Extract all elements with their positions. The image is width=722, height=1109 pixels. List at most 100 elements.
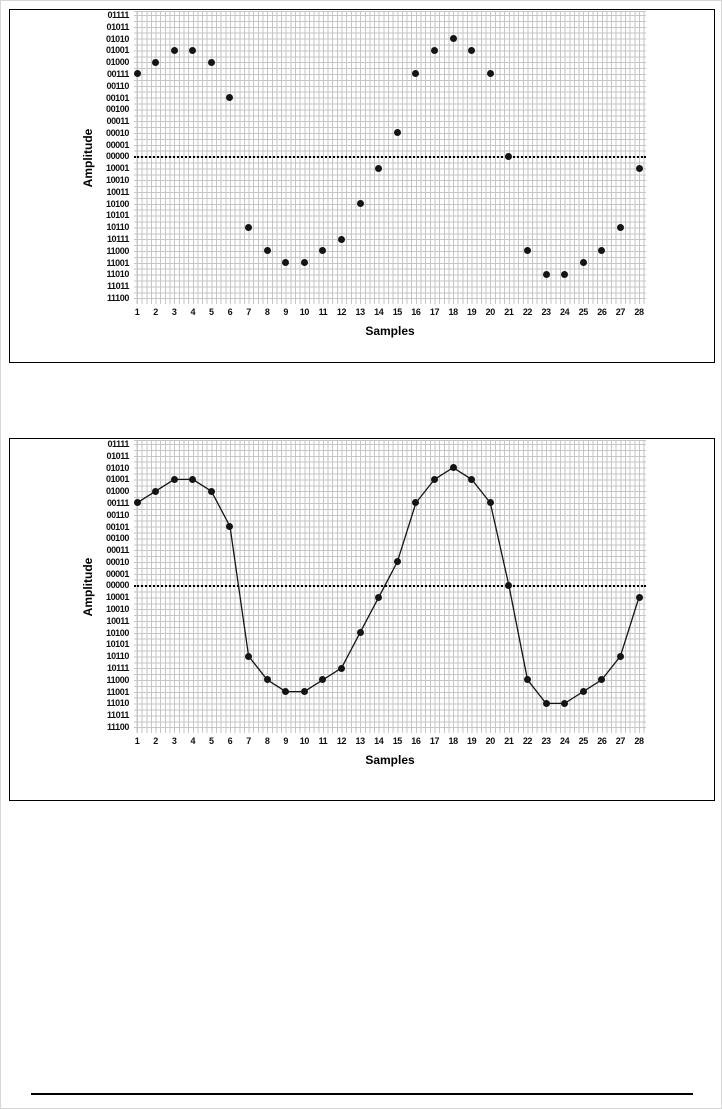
y-tick-label: 10100: [105, 198, 129, 209]
data-point: [263, 247, 271, 255]
signal-line-svg: [136, 466, 640, 705]
data-point: [412, 70, 420, 78]
data-point: [635, 164, 643, 172]
y-tick-label: 00011: [106, 545, 129, 556]
x-tick-label: 22: [522, 307, 533, 317]
y-tick-label: 01001: [105, 45, 129, 56]
data-point: [226, 94, 234, 102]
y-tick-label: 00100: [105, 533, 129, 544]
x-tick-label: 7: [246, 307, 251, 317]
x-tick-label: 10: [299, 307, 310, 317]
y-tick-label: 00101: [105, 521, 129, 532]
x-tick-label: 28: [634, 736, 644, 746]
x-tick-label: 5: [209, 736, 214, 746]
x-tick-label: 12: [336, 736, 347, 746]
data-point: [598, 676, 606, 684]
x-tick-label: 12: [336, 307, 347, 317]
data-point: [207, 487, 215, 495]
y-tick-label: 10011: [106, 615, 129, 626]
x-tick-label: 27: [615, 736, 626, 746]
y-tick-label: 11000: [106, 245, 129, 256]
data-point: [319, 247, 327, 255]
x-tick-label: 2: [153, 736, 158, 746]
x-tick-label: 20: [485, 307, 496, 317]
x-tick-label: 1: [134, 736, 140, 746]
data-point: [523, 247, 531, 255]
data-point: [152, 58, 160, 66]
y-tick-label: 10100: [105, 627, 129, 638]
data-point: [542, 699, 550, 707]
x-axis-title: Samples: [365, 324, 415, 338]
y-tick-label: 10001: [105, 592, 129, 603]
plot-area: [133, 440, 646, 733]
data-point: [598, 247, 606, 255]
data-point: [245, 223, 253, 231]
signal-line: [136, 466, 640, 705]
data-point: [375, 164, 383, 172]
data-point: [152, 487, 160, 495]
x-tick-label: 9: [283, 307, 289, 317]
x-tick-label: 3: [171, 307, 177, 317]
y-tick-label: 11010: [106, 269, 129, 280]
data-point: [338, 664, 346, 672]
data-point: [282, 259, 290, 267]
x-tick-label: 18: [448, 307, 458, 317]
x-tick-label: 8: [264, 736, 270, 746]
y-tick-label: 00001: [105, 139, 129, 150]
x-tick-label: 26: [597, 307, 607, 317]
y-tick-label: 01010: [105, 33, 129, 44]
y-tick-label: 10010: [105, 175, 129, 186]
data-point: [468, 475, 476, 483]
x-tick-label: 25: [578, 307, 589, 317]
data-point: [356, 200, 364, 208]
data-point: [449, 464, 457, 472]
x-tick-label: 21: [504, 736, 514, 746]
x-tick-label: 19: [467, 307, 477, 317]
data-point: [245, 652, 253, 660]
x-tick-label: 19: [467, 736, 477, 746]
data-point: [579, 688, 587, 696]
y-tick-label: 11100: [106, 721, 129, 732]
x-tick-label: 27: [615, 307, 626, 317]
y-tick-label: 01111: [107, 439, 129, 449]
data-point: [375, 593, 383, 601]
y-tick-label: 11100: [106, 292, 129, 303]
x-tick-label: 5: [209, 307, 214, 317]
data-point: [170, 475, 178, 483]
data-point: [579, 259, 587, 267]
y-tick-label: 11001: [106, 257, 129, 268]
x-tick-label: 2: [153, 307, 158, 317]
x-tick-label: 8: [264, 307, 270, 317]
y-tick-label: 11000: [106, 674, 129, 685]
data-point: [356, 629, 364, 637]
x-tick-label: 15: [392, 736, 403, 746]
data-point: [189, 46, 197, 54]
y-tick-label: 01000: [105, 486, 129, 497]
data-point: [616, 652, 624, 660]
x-tick-label: 15: [392, 307, 403, 317]
x-tick-label: 21: [504, 307, 514, 317]
x-tick-label: 13: [355, 736, 366, 746]
x-tick-label: 16: [411, 736, 421, 746]
x-tick-label: 25: [578, 736, 589, 746]
x-tick-label: 6: [227, 307, 233, 317]
x-tick-label: 24: [560, 307, 570, 317]
y-tick-label: 00000: [105, 580, 129, 591]
y-tick-label: 01001: [105, 474, 129, 485]
x-tick-label: 3: [171, 736, 177, 746]
data-point: [393, 129, 401, 137]
x-tick-label: 26: [597, 736, 607, 746]
x-tick-label: 22: [522, 736, 533, 746]
y-tick-label: 10110: [106, 651, 129, 662]
data-point: [561, 270, 569, 278]
y-tick-label: 10101: [105, 639, 129, 650]
data-point: [319, 676, 327, 684]
y-tick-label: 00110: [106, 509, 129, 520]
y-tick-label: 10101: [105, 210, 129, 221]
x-tick-label: 16: [411, 307, 421, 317]
x-tick-label: 1: [134, 307, 140, 317]
x-tick-label: 13: [355, 307, 366, 317]
y-tick-label: 00001: [105, 568, 129, 579]
footer-rule: [31, 1093, 693, 1095]
